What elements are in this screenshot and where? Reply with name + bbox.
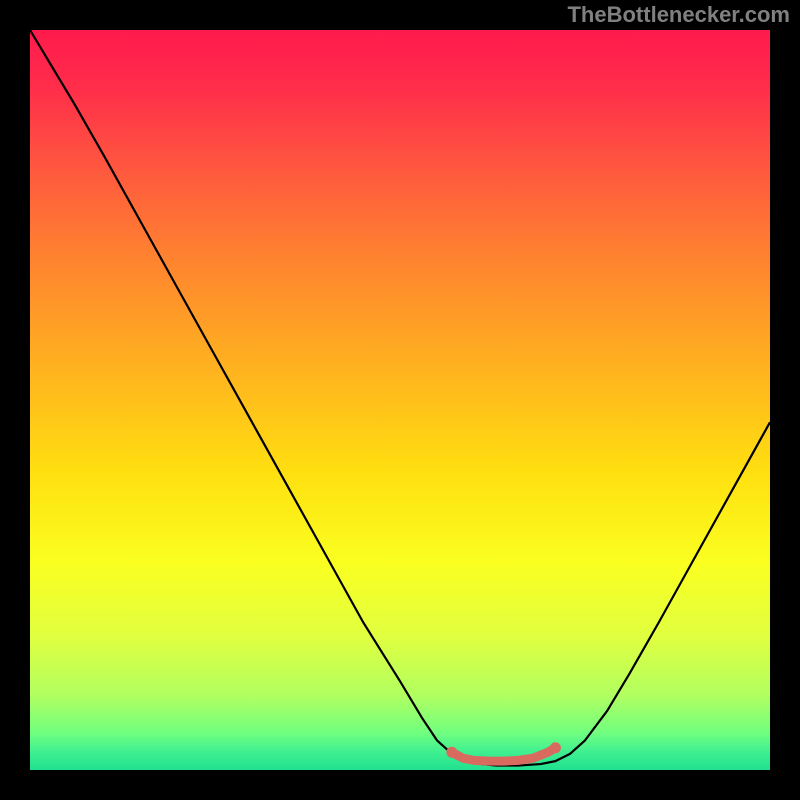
watermark-text: TheBottlenecker.com [567, 2, 790, 28]
chart-container: TheBottlenecker.com [0, 0, 800, 800]
gradient-background [30, 30, 770, 770]
highlight-endpoint-0 [446, 747, 457, 758]
plot-area [30, 30, 770, 770]
highlight-endpoint-1 [550, 742, 561, 753]
bottleneck-chart [30, 30, 770, 770]
